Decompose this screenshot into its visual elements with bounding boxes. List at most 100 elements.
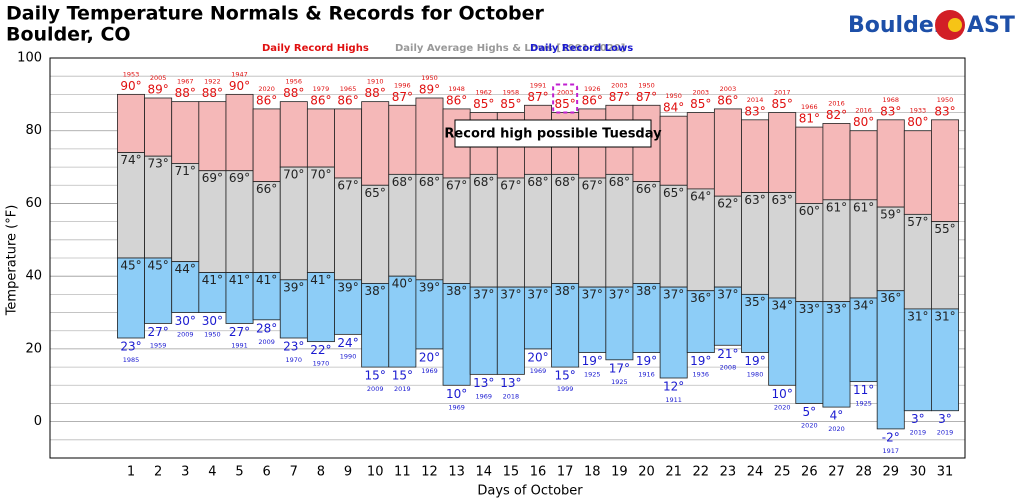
avg-high-label: 63° bbox=[744, 193, 765, 207]
y-tick-label: 0 bbox=[34, 414, 42, 429]
bar bbox=[768, 297, 797, 386]
record-low-year: 1980 bbox=[747, 371, 764, 379]
record-low-label: 19° bbox=[744, 354, 765, 368]
bar bbox=[713, 108, 742, 197]
x-tick-label: 30 bbox=[910, 465, 927, 480]
record-high-year: 1966 bbox=[801, 103, 818, 111]
record-low-year: 1970 bbox=[286, 356, 303, 364]
logo-left: Boulder bbox=[848, 13, 945, 38]
record-high-label: 88° bbox=[365, 86, 386, 100]
record-low-label: 20° bbox=[419, 350, 440, 364]
record-high-year: 1933 bbox=[910, 107, 927, 115]
x-tick-label: 9 bbox=[344, 465, 352, 480]
bar bbox=[849, 199, 878, 299]
record-high-year: 1968 bbox=[882, 96, 899, 104]
record-high-label: 87° bbox=[636, 90, 657, 104]
bar bbox=[849, 130, 878, 201]
bar bbox=[605, 173, 634, 288]
bar bbox=[659, 184, 688, 288]
bar bbox=[117, 152, 145, 259]
x-tick-label: 22 bbox=[693, 465, 710, 480]
bar bbox=[741, 119, 770, 193]
bar bbox=[876, 206, 905, 292]
avg-low-label: 37° bbox=[663, 288, 684, 302]
avg-low-label: 35° bbox=[744, 295, 765, 309]
record-high-label: 83° bbox=[934, 104, 955, 118]
avg-low-label: 34° bbox=[772, 299, 793, 313]
avg-high-label: 70° bbox=[283, 168, 304, 182]
record-low-year: 1917 bbox=[882, 447, 899, 455]
record-high-year: 1967 bbox=[177, 78, 194, 86]
avg-low-label: 41° bbox=[310, 273, 331, 287]
record-low-year: 1936 bbox=[693, 371, 710, 379]
record-high-year: 2016 bbox=[855, 107, 872, 115]
bar bbox=[876, 119, 905, 208]
bar bbox=[551, 283, 580, 368]
record-low-year: 2019 bbox=[937, 429, 954, 437]
record-low-year: 2019 bbox=[910, 429, 927, 437]
bar bbox=[496, 177, 525, 288]
bar bbox=[279, 101, 308, 168]
record-high-year: 1950 bbox=[665, 92, 682, 100]
avg-high-label: 57° bbox=[907, 215, 928, 229]
record-low-label: 3° bbox=[938, 412, 952, 426]
bar bbox=[144, 97, 173, 157]
bar bbox=[876, 290, 905, 430]
record-high-label: 85° bbox=[473, 97, 494, 111]
record-high-year: 1979 bbox=[313, 85, 330, 93]
avg-low-label: 39° bbox=[419, 280, 440, 294]
x-tick-label: 25 bbox=[774, 465, 791, 480]
record-high-label: 88° bbox=[202, 86, 223, 100]
record-low-label: 22° bbox=[310, 343, 331, 357]
plot-frame bbox=[49, 57, 966, 459]
bar bbox=[578, 286, 607, 353]
record-low-year: 2020 bbox=[774, 403, 791, 411]
bar bbox=[524, 286, 552, 350]
record-high-label: 84° bbox=[663, 101, 684, 115]
record-low-year: 1950 bbox=[204, 331, 221, 339]
avg-low-label: 38° bbox=[446, 284, 467, 298]
record-high-label: 86° bbox=[582, 93, 603, 107]
avg-low-label: 38° bbox=[554, 284, 575, 298]
logo-right: AST bbox=[967, 13, 1015, 38]
x-tick-label: 28 bbox=[855, 465, 872, 480]
bar bbox=[225, 170, 254, 273]
record-low-label: 10° bbox=[446, 387, 467, 401]
record-high-label: 86° bbox=[256, 93, 277, 107]
record-low-year: 1925 bbox=[584, 371, 601, 379]
avg-high-label: 68° bbox=[419, 175, 440, 189]
avg-high-label: 68° bbox=[473, 175, 494, 189]
x-tick-label: 24 bbox=[747, 465, 764, 480]
record-low-year: 2008 bbox=[720, 363, 737, 371]
record-high-label: 90° bbox=[229, 79, 250, 93]
avg-low-label: 45° bbox=[147, 259, 168, 273]
record-low-label: 3° bbox=[911, 412, 925, 426]
record-high-label: 87° bbox=[527, 90, 548, 104]
legend-entry: Daily Record Highs bbox=[262, 43, 369, 54]
x-tick-label: 3 bbox=[181, 465, 189, 480]
annotation: Record high possible Tuesday bbox=[444, 127, 662, 142]
bar bbox=[144, 257, 173, 324]
record-high-year: 2005 bbox=[150, 74, 167, 82]
legend-entry: Daily Record Lows bbox=[530, 43, 633, 54]
record-high-label: 90° bbox=[120, 79, 141, 93]
y-tick-label: 60 bbox=[25, 196, 42, 211]
bar bbox=[632, 283, 661, 353]
record-low-label: 19° bbox=[636, 354, 657, 368]
record-low-year: 1969 bbox=[448, 403, 465, 411]
bar bbox=[388, 275, 417, 368]
record-high-year: 1950 bbox=[937, 96, 954, 104]
avg-low-label: 39° bbox=[337, 280, 358, 294]
avg-high-label: 67° bbox=[500, 179, 521, 193]
bar bbox=[822, 199, 851, 303]
x-tick-label: 4 bbox=[208, 465, 216, 480]
avg-low-label: 37° bbox=[500, 288, 521, 302]
avg-low-label: 36° bbox=[690, 291, 711, 305]
record-low-label: 21° bbox=[717, 347, 738, 361]
bar bbox=[605, 286, 634, 361]
bar bbox=[388, 104, 417, 175]
record-low-year: 1925 bbox=[855, 400, 872, 408]
avg-low-label: 41° bbox=[202, 273, 223, 287]
record-low-label: 15° bbox=[392, 369, 413, 383]
